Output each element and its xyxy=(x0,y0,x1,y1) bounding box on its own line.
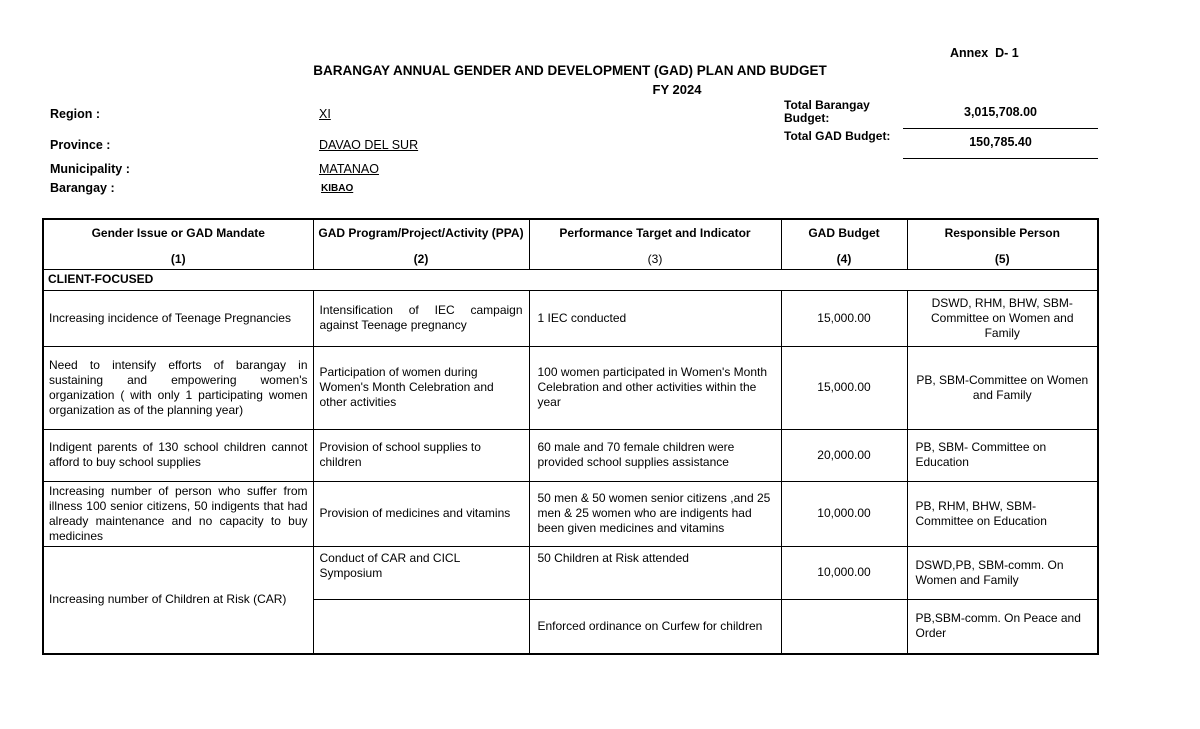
cell-performance-target: 60 male and 70 female children were prov… xyxy=(528,428,782,482)
header-number: (1) xyxy=(170,251,186,266)
section-label: CLIENT-FOCUSED xyxy=(42,268,1099,291)
total-gad-budget-value: 150,785.40 xyxy=(903,135,1098,159)
cell-responsible-person: PB, RHM, BHW, SBM-Committee on Education xyxy=(906,480,1099,547)
fiscal-year: FY 2024 xyxy=(652,82,702,97)
cell-gad-ppa: Participation of women during Women's Mo… xyxy=(312,345,530,430)
cell-gender-issue: Increasing number of Children at Risk (C… xyxy=(42,545,314,655)
header-label: Responsible Person xyxy=(944,226,1060,240)
municipality-label: Municipality : xyxy=(50,162,130,176)
cell-gad-ppa: Intensification of IEC campaign against … xyxy=(312,289,530,347)
annex-label: Annex D- 1 xyxy=(950,46,1019,60)
cell-performance-target: Enforced ordinance on Curfew for childre… xyxy=(528,598,782,655)
cell-gender-issue: Indigent parents of 130 school children … xyxy=(42,428,314,482)
region-label: Region : xyxy=(50,107,100,121)
header-label: GAD Budget xyxy=(808,226,880,240)
header-number: (4) xyxy=(836,251,852,266)
header-responsible-person: Responsible Person (5) xyxy=(906,218,1099,270)
cell-responsible-person: DSWD,PB, SBM-comm. On Women and Family xyxy=(906,545,1099,600)
province-label: Province : xyxy=(50,138,111,152)
table-header-row: Gender Issue or GAD Mandate (1) GAD Prog… xyxy=(42,218,1099,270)
barangay-label: Barangay : xyxy=(50,181,115,195)
total-barangay-budget-value: 3,015,708.00 xyxy=(903,105,1098,129)
header-number: (3) xyxy=(647,251,663,266)
cell-performance-target: 100 women participated in Women's Month … xyxy=(528,345,782,430)
gad-plan-table: Gender Issue or GAD Mandate (1) GAD Prog… xyxy=(42,218,1099,655)
cell-responsible-person: PB, SBM-Committee on Women and Family xyxy=(906,345,1099,430)
section-row: CLIENT-FOCUSED xyxy=(42,268,1099,291)
table-row: Increasing incidence of Teenage Pregnanc… xyxy=(42,289,1099,347)
header-performance-target: Performance Target and Indicator (3) xyxy=(528,218,782,270)
cell-responsible-person: PB,SBM-comm. On Peace and Order xyxy=(906,598,1099,655)
table-row: Enforced ordinance on Curfew for childre… xyxy=(43,598,1099,655)
cell-gad-budget: 10,000.00 xyxy=(780,545,908,600)
cell-gad-ppa xyxy=(312,598,530,655)
cell-gad-ppa: Provision of medicines and vitamins xyxy=(312,480,530,547)
cell-gad-budget: 15,000.00 xyxy=(780,345,908,430)
barangay-value: KIBAO xyxy=(321,183,354,194)
cell-gad-ppa: Conduct of CAR and CICL Symposium xyxy=(312,545,530,600)
cell-performance-target: 1 IEC conducted xyxy=(528,289,782,347)
cell-gad-budget: 20,000.00 xyxy=(780,428,908,482)
header-number: (5) xyxy=(994,251,1010,266)
cell-gender-issue: Increasing number of person who suffer f… xyxy=(42,480,314,547)
header-label: GAD Program/Project/Activity (PPA) xyxy=(318,226,524,240)
cell-gender-issue: Increasing incidence of Teenage Pregnanc… xyxy=(42,289,314,347)
province-value: DAVAO DEL SUR xyxy=(319,138,419,152)
cell-responsible-person: PB, SBM- Committee on Education xyxy=(906,428,1099,482)
cell-gad-budget: 15,000.00 xyxy=(780,289,908,347)
header-gad-budget: GAD Budget (4) xyxy=(780,218,908,270)
cell-responsible-person: DSWD, RHM, BHW, SBM-Committee on Women a… xyxy=(906,289,1099,347)
header-gender-issue: Gender Issue or GAD Mandate (1) xyxy=(42,218,314,270)
header-gad-ppa: GAD Program/Project/Activity (PPA) (2) xyxy=(312,218,530,270)
region-value: XI xyxy=(319,107,331,121)
cell-gad-ppa: Provision of school supplies to children xyxy=(312,428,530,482)
header-label: Performance Target and Indicator xyxy=(559,226,751,240)
table-row: Increasing number of person who suffer f… xyxy=(42,480,1099,547)
document-title: BARANGAY ANNUAL GENDER AND DEVELOPMENT (… xyxy=(313,63,827,78)
header-number: (2) xyxy=(413,251,429,266)
table-row: Indigent parents of 130 school children … xyxy=(42,428,1099,482)
cell-gender-issue: Need to intensify efforts of barangay in… xyxy=(42,345,314,430)
header-label: Gender Issue or GAD Mandate xyxy=(91,226,265,240)
table-row: Need to intensify efforts of barangay in… xyxy=(42,345,1099,430)
cell-gad-budget xyxy=(780,598,908,655)
cell-performance-target: 50 men & 50 women senior citizens ,and 2… xyxy=(528,480,782,547)
municipality-value: MATANAO xyxy=(319,162,379,176)
cell-gad-budget: 10,000.00 xyxy=(780,480,908,547)
cell-performance-target: 50 Children at Risk attended xyxy=(528,545,782,600)
total-barangay-budget-label: Total Barangay Budget: xyxy=(784,98,870,125)
table-row: Increasing number of Children at Risk (C… xyxy=(42,545,1099,655)
total-gad-budget-label: Total GAD Budget: xyxy=(784,129,891,143)
